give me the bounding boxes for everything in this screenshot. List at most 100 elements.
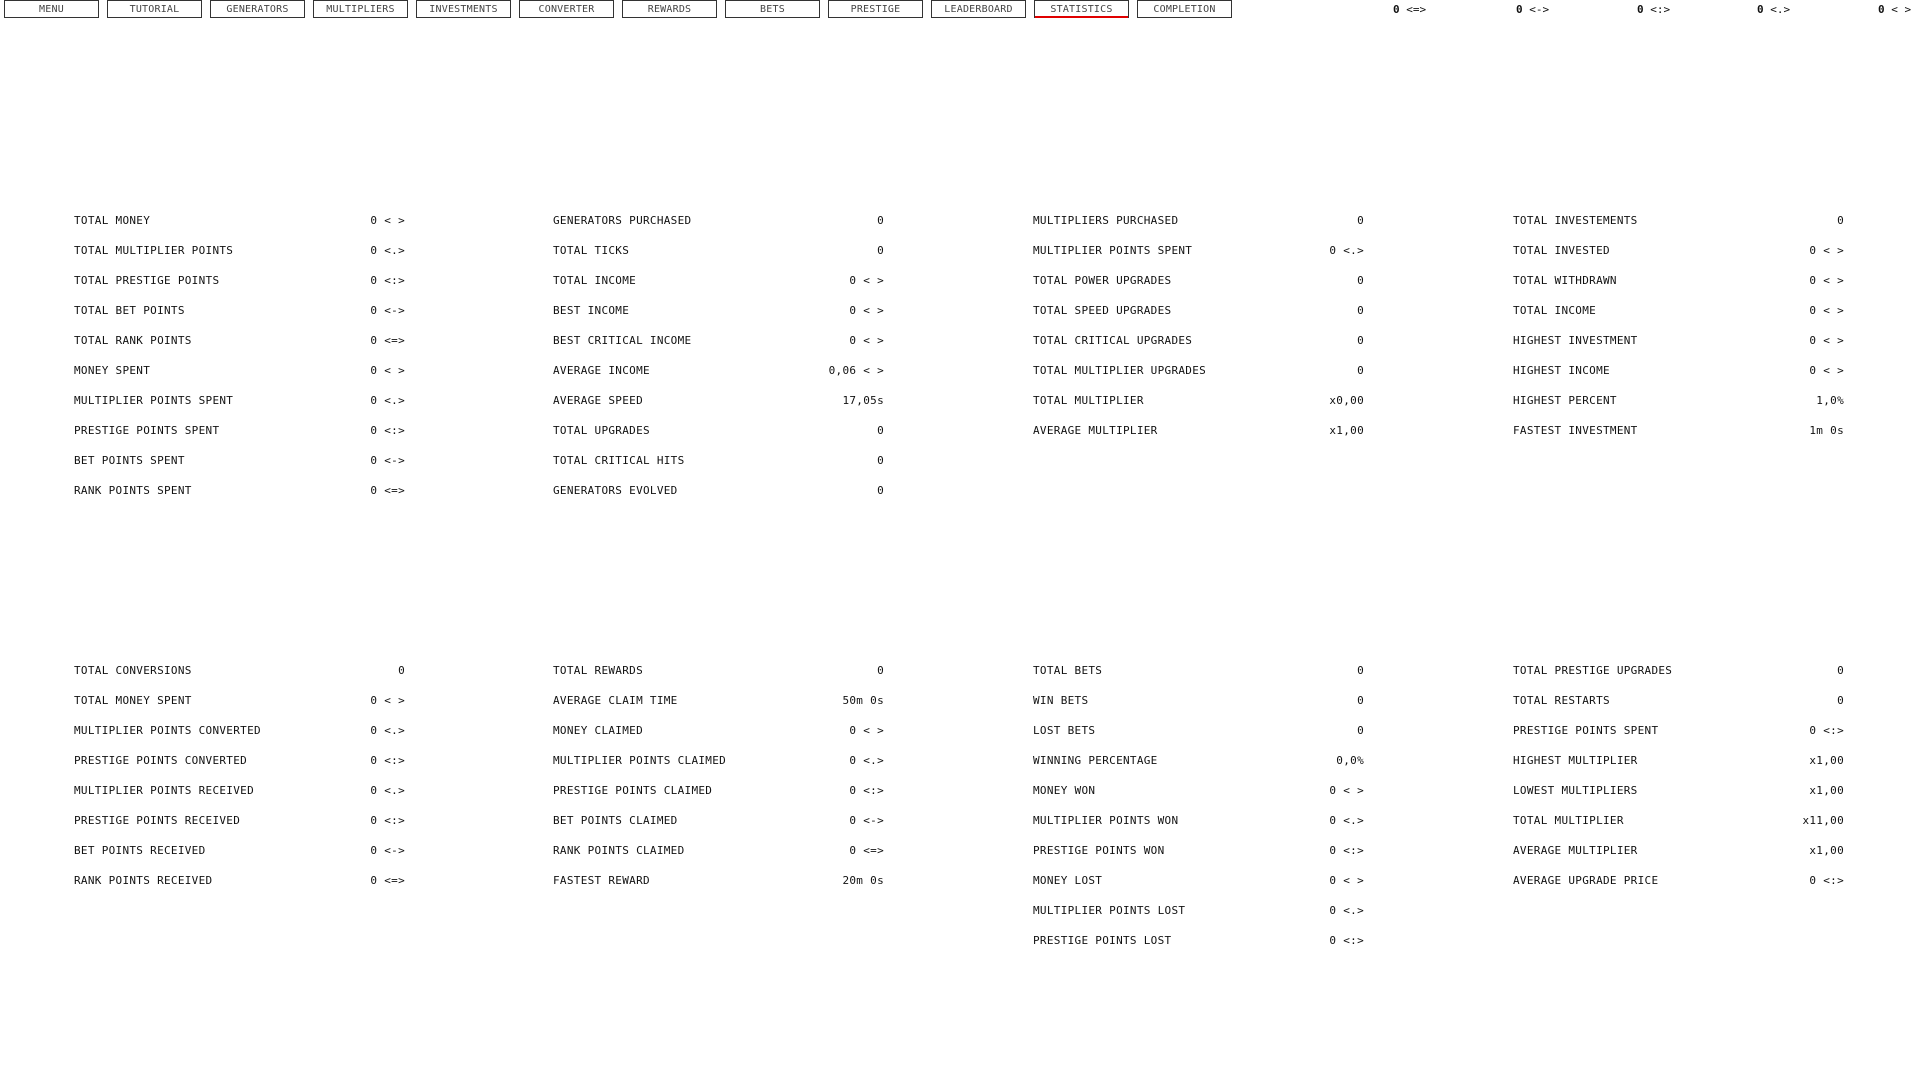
stat-label: BET POINTS CLAIMED [553,814,678,827]
stat-label: TOTAL UPGRADES [553,424,650,437]
stat-row: MULTIPLIER POINTS CONVERTED 0 <.> [74,724,405,754]
stat-value: 0,0% [1336,754,1364,767]
stat-value: 0 <.> [370,724,405,737]
stat-row: TOTAL CRITICAL HITS 0 [553,454,884,484]
nav-generators-button[interactable]: GENERATORS [210,0,305,18]
stat-row: MULTIPLIER POINTS CLAIMED 0 <.> [553,754,884,784]
stat-value: 0 <:> [1809,874,1844,887]
stat-label: RANK POINTS SPENT [74,484,192,497]
stat-label: MULTIPLIER POINTS SPENT [74,394,234,407]
stat-row: WINNING PERCENTAGE 0,0% [1033,754,1364,784]
stat-value: 0 [1837,694,1844,707]
stat-row: LOST BETS 0 [1033,724,1364,754]
stat-row: BEST INCOME 0 < > [553,304,884,334]
stat-row: TOTAL INVESTED 0 < > [1513,244,1844,274]
stat-value: 17,05s [842,394,884,407]
stat-label: PRESTIGE POINTS SPENT [1513,724,1659,737]
stat-value: 0,06 < > [828,364,884,377]
nav-tutorial-button[interactable]: TUTORIAL [107,0,202,18]
nav-converter-button[interactable]: CONVERTER [519,0,614,18]
stat-row: MONEY CLAIMED 0 < > [553,724,884,754]
nav-rewards-button[interactable]: REWARDS [622,0,717,18]
stat-label: TOTAL MONEY SPENT [74,694,192,707]
stats-section-general: TOTAL MONEY 0 < > TOTAL MULTIPLIER POINTS 0… [74,214,405,514]
stat-value: 0 <:> [1809,724,1844,737]
stat-row: AVERAGE INCOME 0,06 < > [553,364,884,394]
counter-unit: < > [1891,3,1912,16]
stat-row: AVERAGE MULTIPLIER x1,00 [1033,424,1364,454]
stat-label: TOTAL INVESTED [1513,244,1610,257]
stat-value: 0 <.> [370,394,405,407]
stat-row: WIN BETS 0 [1033,694,1364,724]
stat-value: 0 < > [849,304,884,317]
stat-value: 0 [1357,364,1364,377]
nav-bets-button[interactable]: BETS [725,0,820,18]
stat-row: RANK POINTS CLAIMED 0 <=> [553,844,884,874]
stat-label: GENERATORS EVOLVED [553,484,678,497]
nav-menu-button[interactable]: MENU [4,0,99,18]
stat-label: AVERAGE CLAIM TIME [553,694,678,707]
stat-value: 1,0% [1816,394,1844,407]
counter-value: 0 [1393,3,1400,16]
stat-value: 0 <-> [849,814,884,827]
stat-value: 0 <.> [370,244,405,257]
stat-label: TOTAL INVESTEMENTS [1513,214,1638,227]
stat-row: PRESTIGE POINTS LOST 0 <:> [1033,934,1364,964]
stat-label: MULTIPLIER POINTS WON [1033,814,1179,827]
stat-value: 0 [1357,214,1364,227]
stat-value: 0 [1837,214,1844,227]
stat-row: MULTIPLIER POINTS RECEIVED 0 <.> [74,784,405,814]
stat-row: TOTAL MONEY SPENT 0 < > [74,694,405,724]
stat-row: AVERAGE UPGRADE PRICE 0 <:> [1513,874,1844,904]
stat-label: PRESTIGE POINTS RECEIVED [74,814,241,827]
stat-value: x1,00 [1809,844,1844,857]
counter-value: 0 [1757,3,1764,16]
stat-row: HIGHEST MULTIPLIER x1,00 [1513,754,1844,784]
stats-section-multipliers: MULTIPLIERS PURCHASED 0 MULTIPLIER POINTS … [1033,214,1364,454]
stat-row: FASTEST INVESTMENT 1m 0s [1513,424,1844,454]
counter-unit: <.> [1770,3,1791,16]
stat-label: TOTAL BETS [1033,664,1103,677]
stat-value: x0,00 [1329,394,1364,407]
stat-value: 0 [1357,334,1364,347]
stat-value: x1,00 [1329,424,1364,437]
stat-value: x11,00 [1802,814,1844,827]
stat-value: 0 < > [370,214,405,227]
stat-row: BET POINTS SPENT 0 <-> [74,454,405,484]
stat-label: TOTAL MULTIPLIER UPGRADES [1033,364,1207,377]
stat-label: RANK POINTS RECEIVED [74,874,213,887]
nav-statistics-button[interactable]: STATISTICS [1034,0,1129,18]
nav-multipliers-button[interactable]: MULTIPLIERS [313,0,408,18]
stat-value: 0 <=> [370,874,405,887]
nav-investments-button[interactable]: INVESTMENTS [416,0,511,18]
stat-label: TOTAL TICKS [553,244,630,257]
nav-leaderboard-button[interactable]: LEADERBOARD [931,0,1026,18]
stat-row: PRESTIGE POINTS SPENT 0 <:> [1513,724,1844,754]
stat-label: PRESTIGE POINTS CONVERTED [74,754,248,767]
stat-label: TOTAL RANK POINTS [74,334,192,347]
stat-row: TOTAL MULTIPLIER UPGRADES 0 [1033,364,1364,394]
stat-value: 0 [877,244,884,257]
stat-label: RANK POINTS CLAIMED [553,844,685,857]
stat-row: GENERATORS EVOLVED 0 [553,484,884,514]
stat-row: PRESTIGE POINTS CLAIMED 0 <:> [553,784,884,814]
stat-row: AVERAGE CLAIM TIME 50m 0s [553,694,884,724]
stat-label: BET POINTS RECEIVED [74,844,206,857]
stat-row: TOTAL RANK POINTS 0 <=> [74,334,405,364]
stat-label: MULTIPLIER POINTS CLAIMED [553,754,727,767]
stat-row: BET POINTS RECEIVED 0 <-> [74,844,405,874]
stat-value: 0 <-> [370,454,405,467]
stat-value: 0 < > [1809,244,1844,257]
stat-row: TOTAL REWARDS 0 [553,664,884,694]
stats-section-generators: GENERATORS PURCHASED 0 TOTAL TICKS 0 TOTAL I… [553,214,884,514]
nav-prestige-button[interactable]: PRESTIGE [828,0,923,18]
nav-completion-button[interactable]: COMPLETION [1137,0,1232,18]
stat-label: MONEY CLAIMED [553,724,643,737]
stat-value: 0 [1357,724,1364,737]
stat-row: MONEY LOST 0 < > [1033,874,1364,904]
stat-value: 0 < > [1809,334,1844,347]
stat-value: 0 [877,424,884,437]
stat-row: TOTAL PRESTIGE POINTS 0 <:> [74,274,405,304]
stat-value: 0 [1357,274,1364,287]
stat-value: 20m 0s [842,874,884,887]
